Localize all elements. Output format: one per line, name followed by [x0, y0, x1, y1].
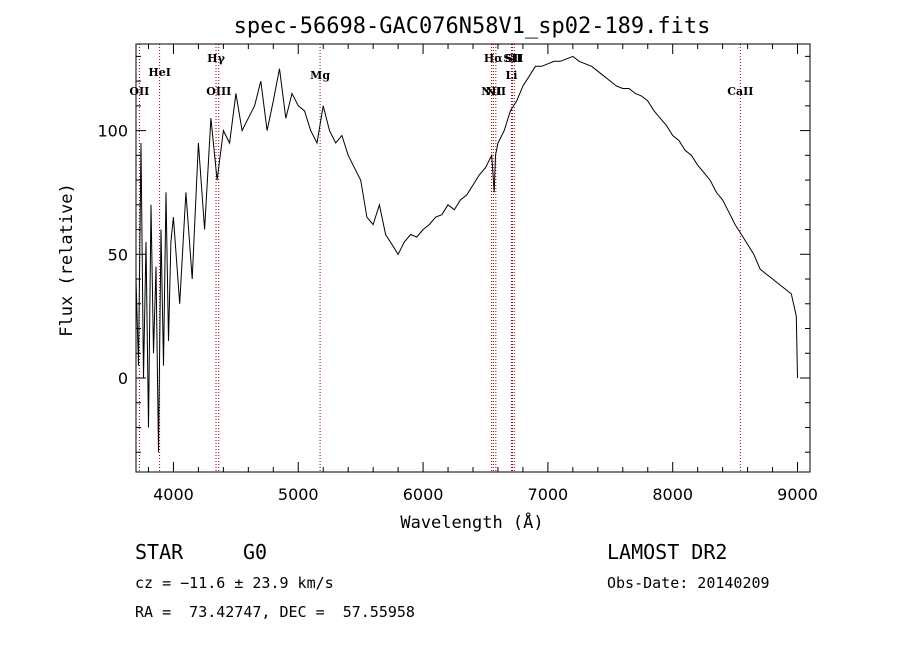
x-tick-label: 8000 — [652, 485, 693, 504]
x-tick-label: 9000 — [777, 485, 818, 504]
redshift-readout: cz = −11.6 ± 23.9 km/s — [135, 574, 334, 592]
y-tick-label: 0 — [118, 369, 128, 388]
line-marker-label: OIII — [206, 85, 231, 98]
line-marker-label: HeI — [148, 66, 171, 79]
x-tick-label: 4000 — [153, 485, 194, 504]
observation-date: Obs-Date: 20140209 — [607, 574, 770, 592]
line-marker-label: NII — [486, 85, 506, 98]
emission-line-markers — [138, 44, 741, 472]
line-marker-label: Li — [505, 69, 517, 82]
survey-name: LAMOST DR2 — [607, 540, 728, 564]
line-marker-label: SII — [505, 52, 523, 65]
y-tick-label: 100 — [97, 122, 128, 141]
y-axis-label: Flux (relative) — [57, 183, 77, 337]
line-marker-label: Hγ — [207, 52, 225, 65]
chart-title: spec-56698-GAC076N58V1_sp02-189.fits — [234, 14, 711, 39]
line-marker-label: CaII — [727, 85, 753, 98]
line-marker-label: SII — [503, 52, 521, 65]
x-axis-ticks: 4000 5000 6000 7000 8000 9000 — [147, 44, 818, 504]
x-tick-label: 5000 — [278, 485, 319, 504]
object-type: STAR — [135, 540, 184, 564]
line-marker-label: Mg — [310, 69, 330, 82]
x-tick-label: 6000 — [403, 485, 444, 504]
spectral-subclass: G0 — [243, 540, 268, 564]
line-marker-label: Hα — [484, 52, 503, 65]
coordinates-readout: RA = 73.42747, DEC = 57.55958 — [135, 603, 415, 621]
spectrum-line — [135, 55, 798, 453]
y-axis-ticks: 0 50 100 — [97, 55, 810, 453]
line-marker-label: NII — [481, 85, 501, 98]
y-tick-label: 50 — [108, 245, 128, 264]
plot-frame — [135, 43, 811, 473]
x-tick-label: 7000 — [528, 485, 569, 504]
x-axis-label: Wavelength (Å) — [400, 511, 543, 533]
line-marker-label: OII — [129, 85, 149, 98]
